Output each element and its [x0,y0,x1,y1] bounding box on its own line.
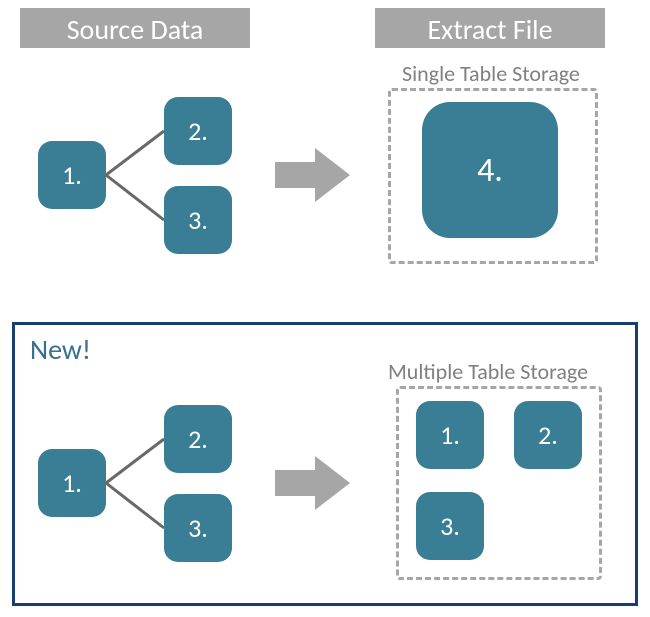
node-src_top_1: 1. [38,141,106,209]
diagram-canvas: Source Data Extract File Single Table St… [0,0,650,617]
new-label: New! [30,332,91,367]
label-single-table: Single Table Storage [402,60,580,87]
edge-src_top_1-src_top_3 [106,175,164,220]
arrow-top [275,148,350,202]
header-extract-file: Extract File [375,8,605,48]
header-extract-file-label: Extract File [427,12,552,47]
edge-src_top_1-src_top_2 [106,131,164,175]
header-source-data: Source Data [20,8,250,48]
node-src_top_2: 2. [164,97,232,165]
dashed-box-single [388,88,598,264]
node-src_top_3: 3. [164,186,232,254]
header-source-data-label: Source Data [67,12,204,47]
new-frame [12,322,638,606]
